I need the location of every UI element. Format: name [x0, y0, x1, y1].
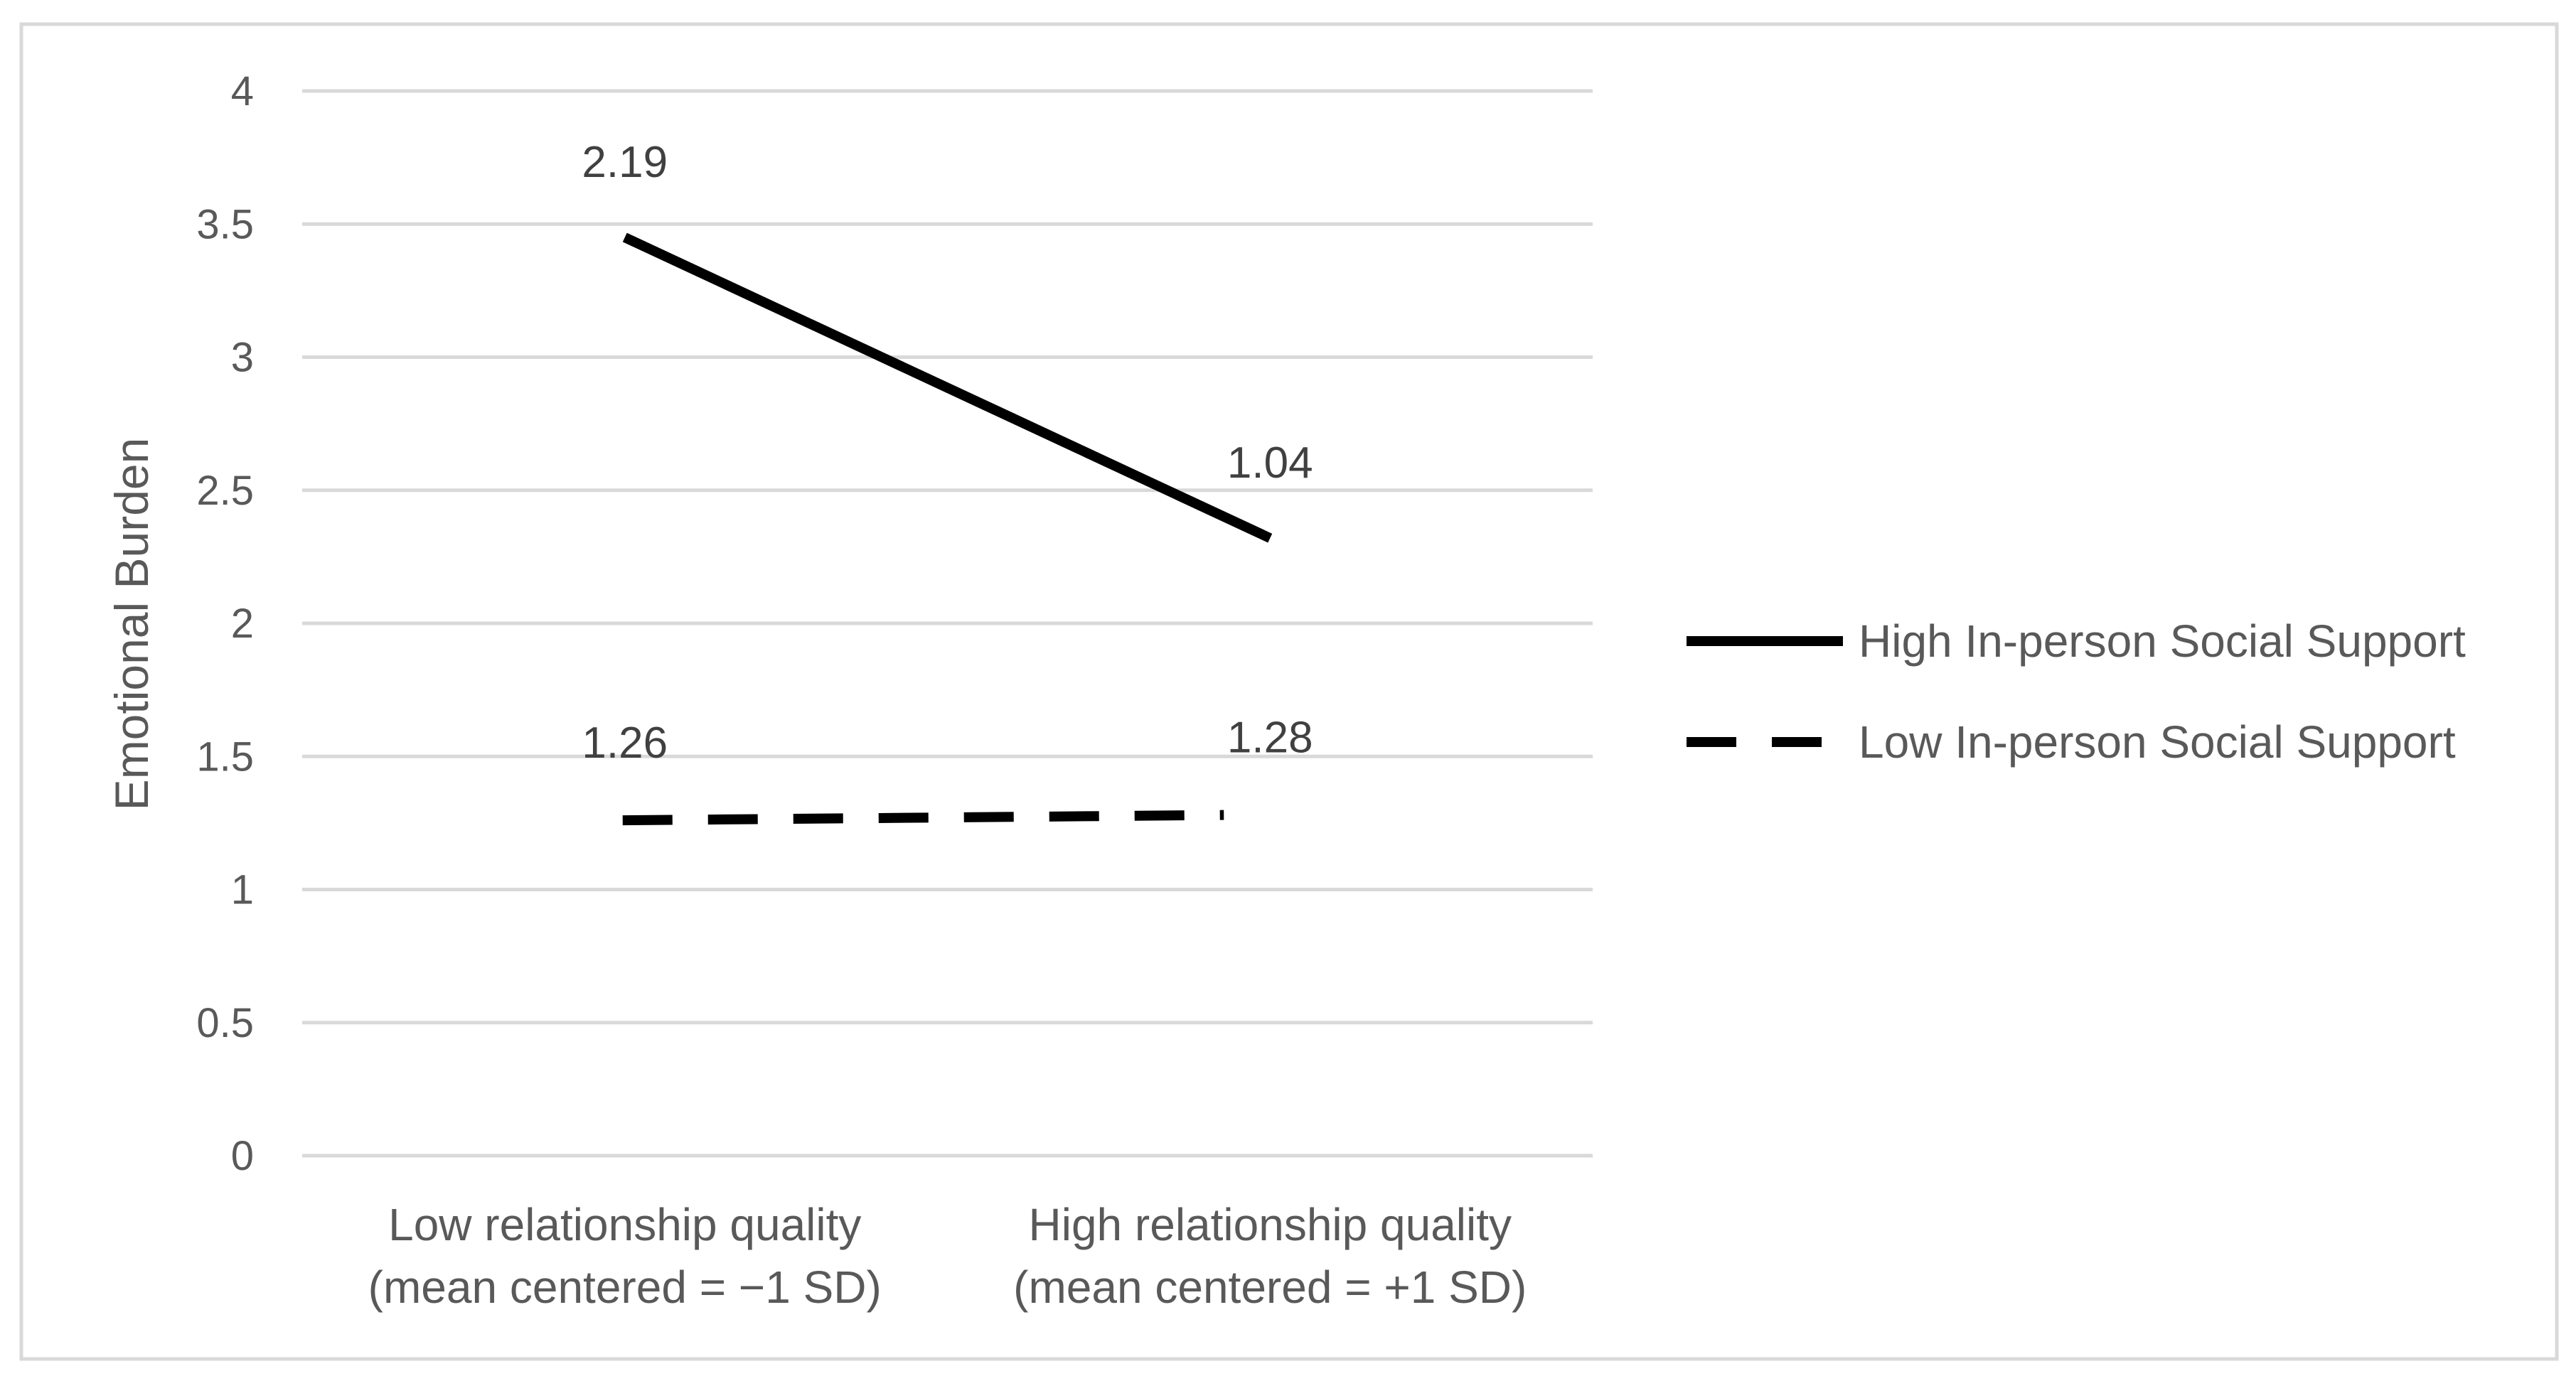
y-tick-label: 3.5	[196, 201, 254, 247]
legend-label: Low In-person Social Support	[1859, 716, 2456, 768]
series-line-high-support	[622, 232, 1273, 543]
y-tick-label: 1	[231, 867, 254, 913]
y-tick-label: 4	[231, 68, 254, 114]
data-label: 1.26	[582, 719, 668, 768]
y-tick-label: 3	[231, 335, 254, 381]
series-line-low-support	[622, 810, 1224, 826]
x-category-label: High relationship quality	[1029, 1199, 1512, 1250]
data-label: 1.28	[1227, 714, 1313, 763]
x-category-label: Low relationship quality	[388, 1199, 861, 1250]
x-category-label: (mean centered = −1 SD)	[368, 1262, 882, 1313]
chart-border	[19, 22, 2559, 1361]
y-axis-title: Emotional Burden	[105, 438, 158, 811]
y-tick-label: 2	[231, 601, 254, 647]
x-category-label: (mean centered = +1 SD)	[1013, 1262, 1527, 1313]
y-tick-label: 2.5	[196, 468, 254, 514]
y-tick-label: 0.5	[196, 1000, 254, 1046]
data-label: 1.04	[1227, 439, 1313, 488]
y-tick-label: 0	[231, 1133, 254, 1179]
legend-label: High In-person Social Support	[1859, 616, 2466, 667]
y-tick-label: 1.5	[196, 734, 254, 780]
data-label: 2.19	[582, 138, 668, 187]
